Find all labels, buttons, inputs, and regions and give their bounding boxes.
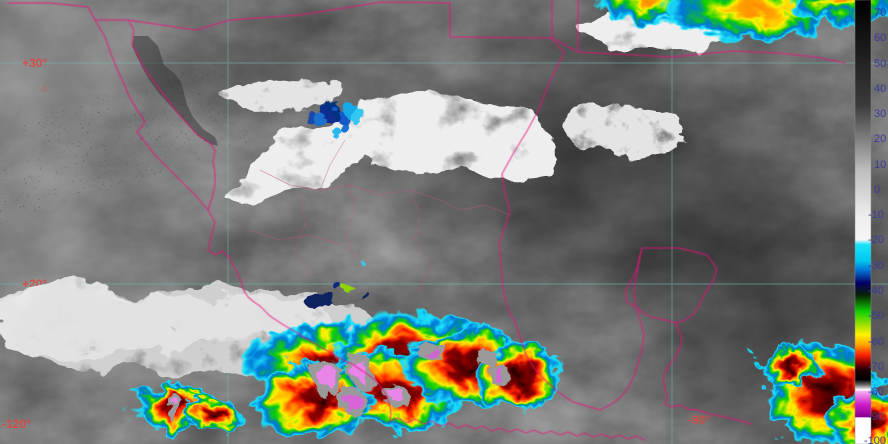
svg-text:-80: -80 (868, 386, 884, 398)
svg-text:-100: -100 (864, 435, 886, 444)
svg-text:-90°: -90° (688, 413, 710, 427)
svg-text:0: 0 (42, 84, 47, 94)
svg-text:-90: -90 (868, 411, 884, 423)
svg-text:10: 10 (874, 159, 886, 171)
svg-text:30: 30 (874, 108, 886, 120)
svg-text:-30: -30 (868, 260, 884, 272)
svg-text:-120°: -120° (2, 417, 31, 431)
svg-text:-60: -60 (868, 336, 884, 348)
svg-text:-10: -10 (868, 209, 884, 221)
svg-text:+30°: +30° (22, 56, 47, 70)
svg-text:60: 60 (874, 32, 886, 44)
svg-text:-70: -70 (868, 361, 884, 373)
svg-text:0: 0 (874, 184, 880, 196)
svg-text:40: 40 (874, 83, 886, 95)
svg-text:70: 70 (874, 7, 886, 19)
svg-text:-40: -40 (868, 285, 884, 297)
svg-text:50: 50 (874, 58, 886, 70)
svg-text:-20: -20 (868, 234, 884, 246)
svg-text:20: 20 (874, 133, 886, 145)
svg-text:-50: -50 (868, 310, 884, 322)
